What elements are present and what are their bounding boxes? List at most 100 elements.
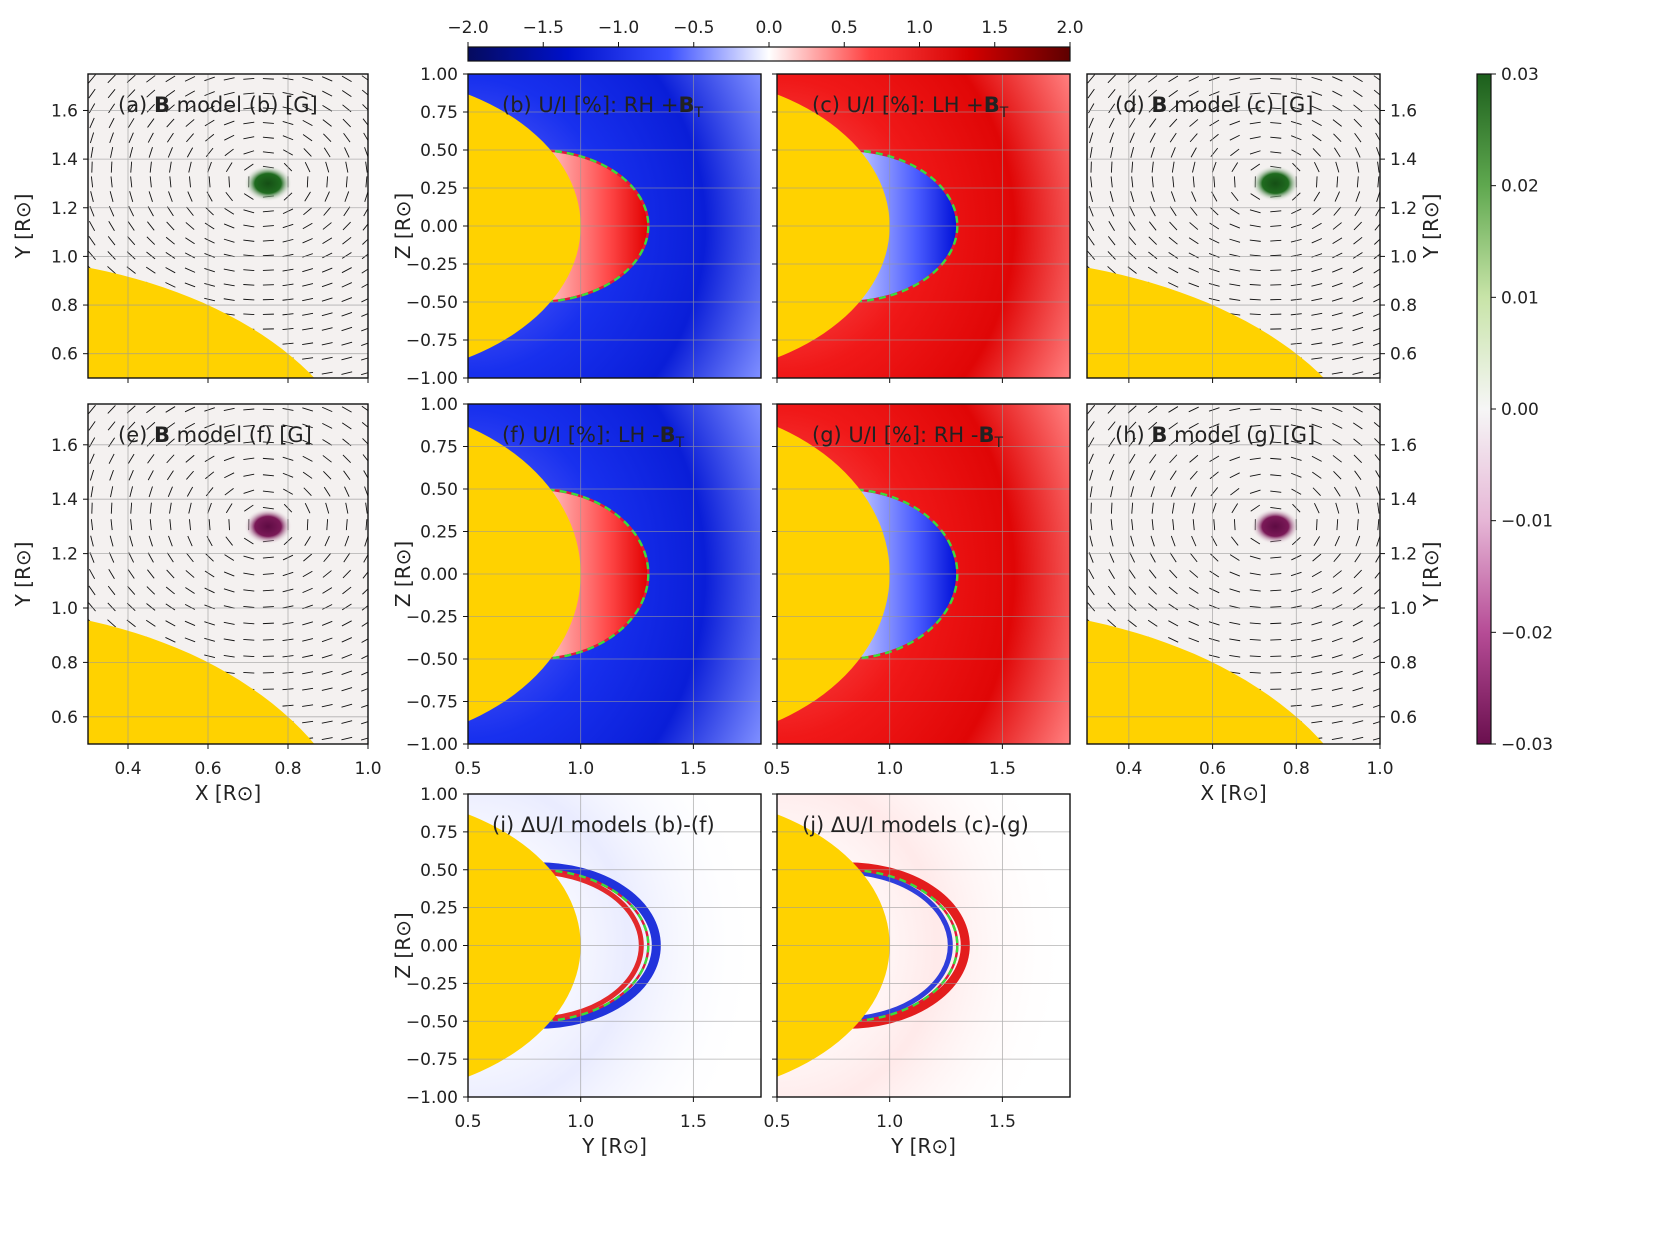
panel-title-bold: B	[660, 423, 676, 447]
field-vector	[1209, 119, 1220, 127]
x-tick-label: 1.5	[989, 1112, 1016, 1132]
field-vector	[1128, 236, 1137, 246]
field-vector	[167, 147, 173, 158]
field-vector	[1087, 585, 1095, 596]
field-vector	[1373, 654, 1380, 660]
y-tick-label: 1.0	[51, 247, 78, 267]
field-vector	[1109, 191, 1114, 202]
field-vector	[1352, 297, 1364, 303]
field-vector	[88, 585, 96, 596]
field-vector	[1108, 221, 1115, 231]
x-axis-label: X [R⊙]	[195, 781, 261, 805]
field-vector	[1130, 535, 1135, 547]
field-vector	[88, 74, 96, 84]
field-vector	[361, 268, 368, 274]
field-vector	[243, 605, 255, 608]
field-vector	[1110, 161, 1113, 173]
field-vector	[108, 453, 115, 464]
field-vector	[1213, 519, 1216, 531]
x-tick-label: 0.6	[1199, 759, 1226, 779]
field-vector	[361, 298, 368, 303]
x-tick-label: 0.8	[274, 759, 301, 779]
field-vector	[127, 437, 135, 447]
field-vector	[1336, 519, 1339, 531]
field-vector	[1189, 570, 1199, 578]
field-vector	[1355, 486, 1361, 497]
field-vector	[302, 134, 313, 142]
field-vector	[165, 90, 176, 98]
field-vector	[344, 147, 350, 158]
field-vector	[223, 588, 235, 593]
field-vector	[1147, 619, 1158, 627]
field-vector	[321, 637, 333, 643]
field-vector	[345, 176, 348, 188]
field-vector	[110, 486, 114, 498]
field-vector	[185, 119, 195, 127]
colorbar-right: −0.03 −0.02 −0.01 0.00 0.01 0.02 0.03	[1476, 65, 1553, 755]
field-vector	[1373, 283, 1380, 288]
field-vector	[1331, 687, 1343, 691]
panel-title-part: model (b) [G]	[170, 93, 318, 117]
field-vector	[1311, 570, 1322, 578]
field-vector	[1352, 406, 1363, 413]
field-vector	[341, 603, 352, 611]
field-vector	[1249, 77, 1261, 80]
field-vector	[1374, 238, 1380, 245]
field-vector	[1311, 671, 1323, 675]
field-vector	[126, 251, 136, 260]
field-vector	[1192, 161, 1196, 173]
field-vector	[148, 486, 153, 498]
field-vector	[341, 637, 352, 643]
field-vector	[1109, 535, 1114, 547]
y-tick-label: 0.25	[420, 899, 458, 919]
field-vector	[243, 473, 255, 477]
colorbar-tick-label: 0.01	[1501, 288, 1539, 308]
field-vector	[204, 621, 215, 626]
y-tick-label: 1.0	[1390, 247, 1417, 267]
colorbar-layer: −2.0 −1.5 −1.0 −0.5 0.0 0.5 1.0 1.5 2.0−0.03−0.0…	[447, 18, 1553, 755]
field-vector	[1250, 163, 1261, 171]
field-vector	[165, 236, 175, 245]
field-vector	[1334, 191, 1340, 202]
panel-title: (f) U/I [%]: LH -BT	[502, 423, 685, 451]
field-vector	[187, 535, 193, 547]
field-vector	[107, 266, 117, 275]
field-vector	[165, 620, 176, 627]
grid	[777, 404, 1070, 744]
field-vector	[1332, 439, 1343, 446]
field-vector	[1089, 146, 1093, 158]
field-vector	[1128, 453, 1136, 464]
field-vector	[186, 486, 194, 497]
field-vector	[361, 75, 368, 81]
field-vector	[1148, 586, 1157, 595]
field-vector	[322, 455, 332, 463]
field-vector	[1209, 207, 1219, 216]
field-vector	[342, 118, 351, 128]
field-vector	[1189, 552, 1198, 563]
field-vector	[1270, 225, 1282, 227]
field-vector	[1168, 282, 1179, 288]
y-tick-label: 0.50	[420, 480, 458, 500]
field-vector	[304, 503, 311, 514]
field-vector	[187, 191, 193, 202]
panel-h: 0.4 0.6 0.8 1.0 0.6 0.8 1.0 1.2 1.4 1.6 X [R⊙] Y [R…	[1086, 403, 1443, 805]
field-vector	[1352, 653, 1364, 659]
field-vector	[341, 422, 352, 430]
field-vector	[1352, 371, 1364, 375]
field-vector	[109, 469, 114, 481]
field-vector	[324, 535, 330, 547]
y-tick-label: 1.4	[1390, 150, 1417, 170]
field-vector	[1377, 519, 1380, 531]
field-vector	[304, 161, 311, 173]
field-vector	[204, 76, 215, 82]
field-vector	[204, 105, 215, 112]
field-vector	[1331, 282, 1343, 288]
field-vector	[1090, 519, 1093, 531]
field-vector	[89, 552, 95, 563]
field-vector	[165, 252, 176, 259]
field-vector	[361, 253, 368, 260]
field-vector	[88, 220, 96, 232]
field-vector	[1335, 502, 1340, 514]
y-axis-label: Z [R⊙]	[391, 912, 415, 978]
field-vector	[326, 176, 329, 188]
